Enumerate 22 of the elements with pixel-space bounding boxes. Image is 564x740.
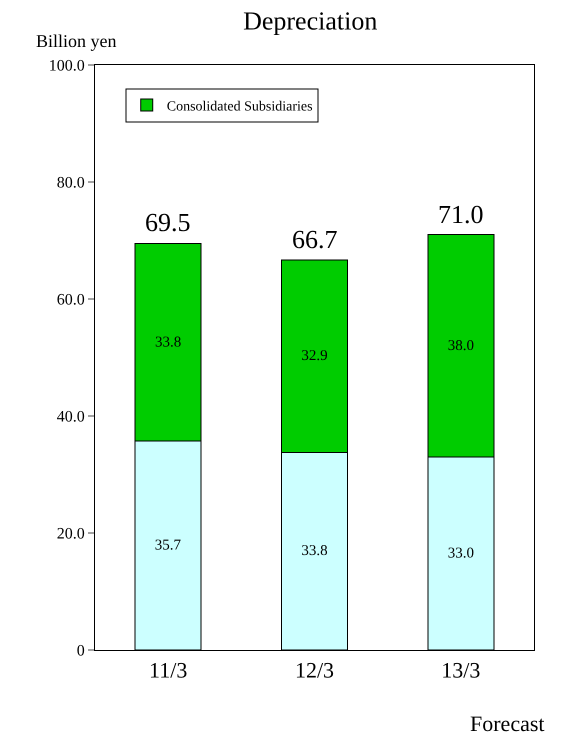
total-label: 69.5 bbox=[145, 208, 190, 237]
data-label: 33.8 bbox=[155, 334, 182, 350]
data-label: 33.0 bbox=[448, 545, 474, 562]
legend-label: Consolidated Subsidiaries bbox=[166, 99, 313, 114]
data-label: 38.0 bbox=[448, 338, 474, 354]
total-label: 66.7 bbox=[292, 225, 338, 254]
x-tick-label: 13/3 bbox=[441, 657, 480, 682]
total-label: 71.0 bbox=[438, 200, 484, 229]
y-tick-label: 80.0 bbox=[56, 174, 85, 192]
x-tick-label: 11/3 bbox=[149, 657, 188, 682]
data-label: 35.7 bbox=[154, 538, 182, 554]
y-tick-label: 100.0 bbox=[48, 58, 85, 75]
y-tick-label: 20.0 bbox=[56, 526, 85, 543]
y-tick-label: 0 bbox=[76, 642, 85, 660]
data-label: 33.8 bbox=[301, 543, 328, 560]
y-tick-label: 60.0 bbox=[56, 292, 85, 309]
text: Forecast bbox=[470, 711, 545, 736]
data-label: 32.9 bbox=[301, 348, 328, 364]
chart-title: Depreciation bbox=[243, 6, 378, 36]
x-tick-label: 12/3 bbox=[294, 657, 334, 682]
y-tick-label: 40.0 bbox=[56, 408, 85, 426]
y-axis-title: Billion yen bbox=[36, 31, 116, 51]
